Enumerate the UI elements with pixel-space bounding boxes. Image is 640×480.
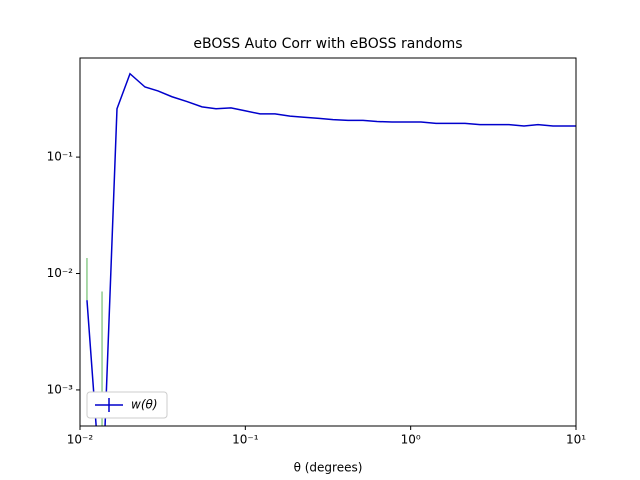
data-line [86,72,576,426]
axes-frame [79,57,577,427]
x-tick-label: 10⁰ [401,433,421,447]
chart-title: eBOSS Auto Corr with eBOSS randoms [193,36,462,52]
x-tick-label: 10¹ [566,433,586,447]
legend-label: w(θ) [131,398,158,412]
y-tick-label: 10⁻³ [47,382,74,396]
x-tick-label: 10⁻² [67,433,94,447]
x-axis-label: θ (degrees) [294,461,363,475]
y-tick-label: 10⁻¹ [47,150,74,164]
x-tick-label: 10⁻¹ [232,433,259,447]
plot-area [86,72,576,426]
y-tick-label: 10⁻² [47,266,74,280]
legend-box [86,391,168,419]
